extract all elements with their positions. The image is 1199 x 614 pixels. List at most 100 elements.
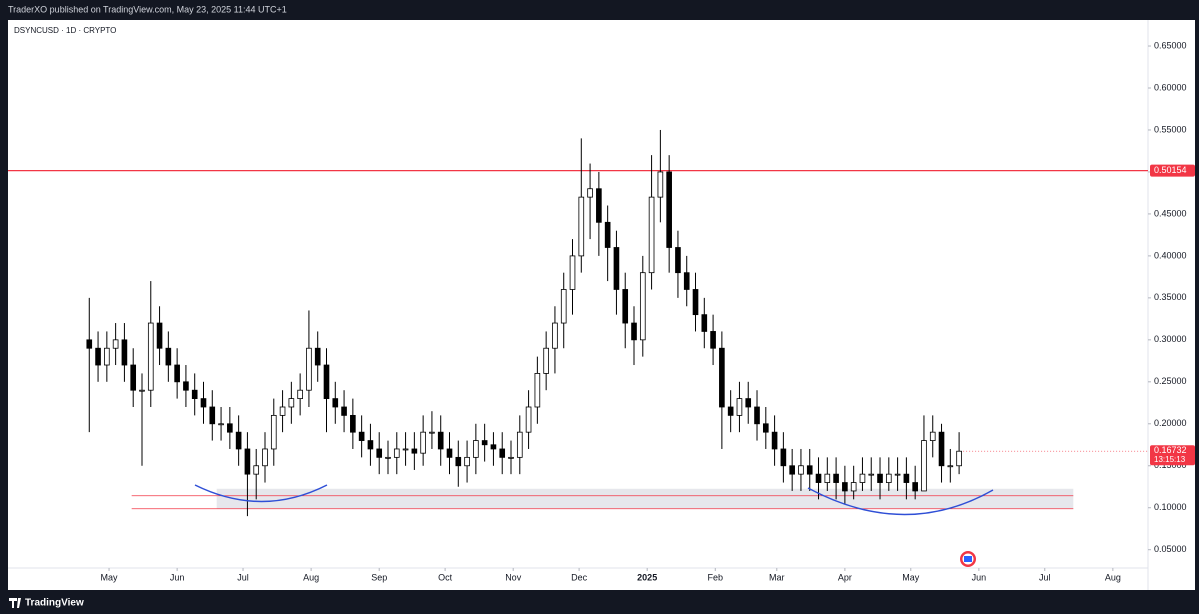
candle-body [701,314,708,332]
candle-body [815,473,822,483]
x-tick-label: 2025 [637,572,657,582]
candle-body [613,247,620,290]
candle-body [227,423,233,433]
candle-body [385,456,391,459]
candle-body [710,331,716,349]
candle-body [516,431,523,458]
candle-body [789,465,795,475]
candle-body [560,289,567,324]
candle-body [130,364,137,391]
candle-body [358,431,365,441]
candle-body [297,389,303,400]
candle-body [683,272,690,290]
candle-body [420,431,426,454]
candle-body [525,406,532,433]
candle-body [736,398,743,416]
candle-body [490,444,497,450]
candle-body [165,347,172,366]
x-tick-label: Aug [1105,572,1121,582]
x-tick-label: Jul [1039,572,1051,582]
x-tick-label: Jun [170,572,185,582]
attribution: TraderXO published on TradingView.com, M… [8,4,287,14]
candle-body [499,448,506,458]
candle-body [455,456,462,467]
y-tick-label: 0.35000 [1154,292,1187,302]
candle-body [174,364,180,383]
y-tick-label: 0.65000 [1154,40,1187,50]
y-tick-label: 0.40000 [1154,250,1187,260]
candle-body [631,322,637,341]
candle-body [262,448,268,467]
candle-body [253,465,260,475]
candle-body [903,473,910,483]
y-tick-label: 0.30000 [1154,334,1187,344]
candle-body [473,440,479,458]
y-tick-label: 0.60000 [1154,82,1187,92]
x-tick-label: Jul [237,572,249,582]
candle-body [86,339,93,349]
candle-body [393,448,400,458]
candle-body [850,482,857,492]
candle-body [288,398,295,408]
y-tick-label: 0.45000 [1154,208,1187,218]
x-tick-label: Nov [505,572,522,582]
candle-body [104,347,110,366]
candle-body [596,188,602,223]
x-tick-label: Jun [972,572,987,582]
candle-body [367,440,374,450]
candle-body [543,347,549,374]
candle-body [376,448,383,458]
candle-body [552,322,558,349]
arc-drawing [807,487,994,516]
candle-body [183,381,189,391]
candle-body [894,473,901,476]
candle-body [306,347,312,391]
candle-body [648,196,655,274]
level-label: 0.50154 [1154,165,1187,175]
x-tick-label: Mar [769,572,785,582]
candle-body [279,406,286,416]
candle-body [877,473,883,483]
candle-body [938,431,945,467]
candle-body [639,272,646,341]
candle-body [481,440,488,446]
candle-body [218,423,224,426]
candle-body [508,456,514,459]
candle-body [323,364,330,400]
candle-body [95,347,101,366]
last-price-label: 0.16732 [1154,445,1187,455]
candle-body [604,221,611,248]
y-tick-label: 0.55000 [1154,124,1187,134]
candle-body [842,482,848,492]
x-tick-label: May [902,572,920,582]
candle-body [464,456,470,467]
candle-body [947,465,954,468]
candle-body [622,289,629,324]
candle-body [402,448,409,451]
candle-body [191,389,198,400]
candle-body [824,473,831,483]
candle-body [569,255,576,290]
level-label-box [1150,164,1195,177]
candle-body [806,465,813,475]
candle-body [411,448,418,454]
y-tick-label: 0.20000 [1154,418,1187,428]
candle-body [745,398,752,408]
candle-body [657,171,664,198]
zone [216,488,1074,509]
y-tick-label: 0.05000 [1154,544,1187,554]
candle-body [833,473,839,483]
last-price-box [1150,445,1195,466]
candle-body [332,398,339,408]
symbol: DSYNCUSD · 1D · CRYPTO [14,26,116,35]
candle-body [798,465,804,475]
countdown: 13:15:13 [1154,455,1186,464]
candle-body [929,431,936,441]
candle-body [534,373,541,408]
candle-body [921,440,927,492]
candle-body [235,431,242,450]
candle-body [771,431,778,450]
candle-body [675,247,681,274]
candle-body [762,423,769,433]
